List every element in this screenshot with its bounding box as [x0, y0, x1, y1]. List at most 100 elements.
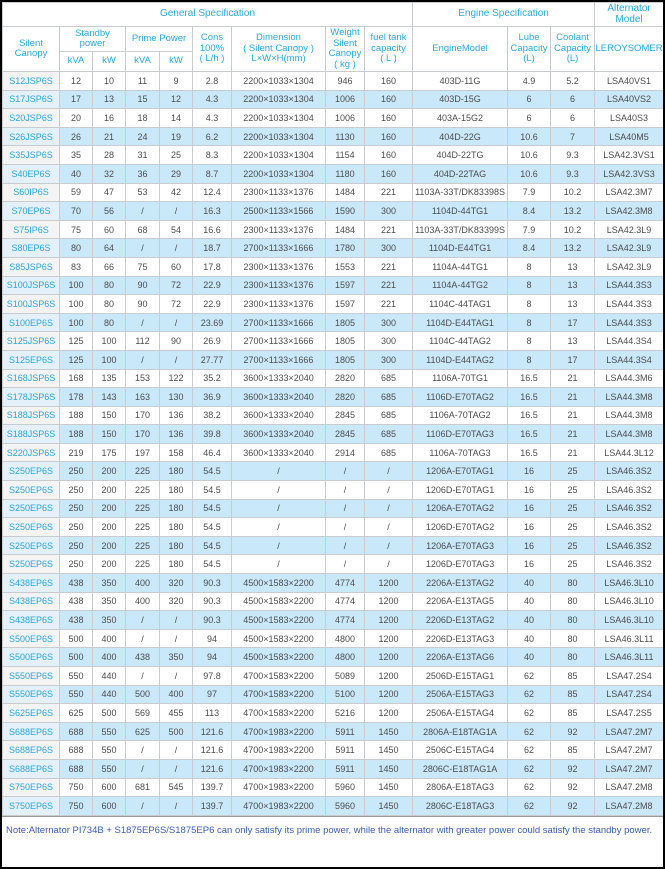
header-band-row: General Specification Engine Specificati…	[2, 2, 663, 27]
data-cell: 625	[125, 721, 160, 742]
model-cell: S550EP6S	[2, 666, 60, 686]
data-cell: 62	[507, 740, 552, 760]
data-cell: 180	[159, 498, 193, 519]
data-cell: 221	[363, 256, 414, 277]
table-row: S438EP6S 438 350 400 320 90.3 4500×1583×2200 47…	[2, 573, 663, 593]
data-cell: 40	[507, 647, 552, 667]
data-cell: 1206A-E70TAG1	[412, 461, 509, 482]
model-cell: S85JSP6S	[2, 256, 60, 277]
data-cell: 13	[550, 331, 596, 351]
data-cell: 3600×1333×2040	[231, 442, 326, 463]
data-cell: 438	[59, 573, 93, 593]
data-cell: /	[125, 610, 160, 630]
data-cell: 85	[550, 684, 596, 705]
col-header-standby-power: Standby power	[59, 26, 126, 52]
table-row: S625EP6S 625 500 569 455 113 4700×1583×2200 521…	[2, 703, 663, 723]
data-cell: 180	[159, 554, 193, 575]
data-cell: 300	[363, 331, 414, 351]
data-cell: 24	[125, 126, 160, 147]
data-cell: /	[231, 517, 326, 537]
data-cell: 250	[59, 480, 93, 500]
data-cell: 2200×1033×1304	[231, 145, 326, 165]
table-row: S550EP6S 550 440//97.8 4700×1583×2200 5089 12…	[2, 666, 663, 686]
data-cell: 22.9	[192, 275, 232, 296]
data-cell: 90	[159, 331, 193, 351]
data-cell: 54.5	[192, 461, 232, 482]
data-cell: LSA42.3M7	[594, 182, 663, 203]
data-cell: 550	[92, 721, 126, 742]
data-cell: 21	[550, 387, 596, 407]
data-cell: 1206D-E70TAG2	[412, 517, 509, 537]
model-cell: S688EP6S	[2, 721, 60, 742]
data-cell: 80	[92, 312, 126, 333]
table-row: S35JSP6S 35 28 31 25 8.3 2200×1033×1304 1154 160…	[2, 145, 663, 165]
data-cell: 130	[159, 387, 193, 407]
table-row: S500EP6S 500 400 438 350 94 4500×1583×2200 4800…	[2, 647, 663, 667]
data-cell: 2700×1133×1666	[231, 312, 326, 333]
model-cell: S250EP6S	[2, 554, 60, 575]
data-cell: 1106A-70TG1	[412, 368, 509, 389]
data-cell: LSA40VS1	[594, 71, 663, 91]
data-cell: 5216	[325, 703, 365, 723]
data-cell: 160	[363, 108, 414, 128]
data-cell: 300	[363, 349, 414, 370]
model-cell: S60IP6S	[2, 182, 60, 203]
data-cell: 681	[125, 777, 160, 798]
data-cell: 2300×1133×1376	[231, 294, 326, 314]
data-cell: 90	[125, 275, 160, 296]
data-cell: 225	[125, 461, 160, 482]
table-row: S168JSP6S 168 135 153 122 35.2 3600×1333×2040 2…	[2, 368, 663, 389]
data-cell: 550	[59, 684, 93, 705]
data-cell: 5960	[325, 777, 365, 798]
data-cell: 946	[325, 71, 365, 91]
data-cell: 92	[550, 777, 596, 798]
data-cell: 13	[550, 256, 596, 277]
data-cell: 2200×1033×1304	[231, 108, 326, 128]
data-cell: 1104D-E44TG1	[412, 238, 509, 258]
data-cell: 500	[92, 703, 126, 723]
data-cell: /	[325, 498, 365, 519]
data-cell: 219	[59, 442, 93, 463]
unit-standby-kw: kW	[92, 51, 126, 72]
data-cell: 404D-22G	[412, 126, 509, 147]
data-cell: /	[363, 461, 414, 482]
data-cell: 4500×1583×2200	[231, 573, 326, 593]
data-cell: 17	[550, 312, 596, 333]
data-cell: LSA46.3L11	[594, 647, 663, 667]
table-row: S17JSP6S 17 13 15 12 4.3 2200×1033×1304 1006 160…	[2, 89, 663, 110]
table-row: S85JSP6S 83 66 75 60 17.8 2300×1133×1376 1553 22…	[2, 256, 663, 277]
data-cell: LSA44.3S3	[594, 294, 663, 314]
data-cell: 500	[159, 721, 193, 742]
data-cell: 80	[550, 573, 596, 593]
data-cell: /	[363, 480, 414, 500]
data-cell: 438	[125, 647, 160, 667]
data-cell: 160	[363, 71, 414, 91]
data-cell: 8	[507, 275, 552, 296]
data-cell: /	[125, 628, 160, 649]
data-cell: 7.9	[507, 219, 552, 240]
data-cell: 4700×1983×2200	[231, 740, 326, 760]
data-cell: /	[125, 740, 160, 760]
data-cell: 121.6	[192, 758, 232, 779]
data-cell: 35	[59, 145, 93, 165]
data-cell: 3600×1333×2040	[231, 405, 326, 426]
data-cell: 153	[125, 368, 160, 389]
data-cell: 100	[92, 349, 126, 370]
data-cell: LSA46.3L10	[594, 573, 663, 593]
data-cell: 17.8	[192, 256, 232, 277]
data-cell: 94	[192, 647, 232, 667]
model-cell: S12JSP6S	[2, 71, 60, 91]
header-units-row: kVA kW kVA kW	[3, 51, 664, 72]
model-cell: S188JSP6S	[2, 424, 60, 444]
data-cell: 9	[159, 71, 193, 91]
data-cell: 2206A-E13TAG5	[412, 591, 509, 612]
data-cell: 136	[159, 405, 193, 426]
data-cell: /	[363, 554, 414, 575]
data-cell: 16.5	[507, 368, 552, 389]
data-cell: LSA46.3S2	[594, 480, 663, 500]
data-cell: 80	[550, 628, 596, 649]
data-cell: 12	[59, 71, 93, 91]
data-cell: 1200	[363, 703, 414, 723]
data-cell: 1450	[363, 721, 414, 742]
data-cell: 3600×1333×2040	[231, 424, 326, 444]
